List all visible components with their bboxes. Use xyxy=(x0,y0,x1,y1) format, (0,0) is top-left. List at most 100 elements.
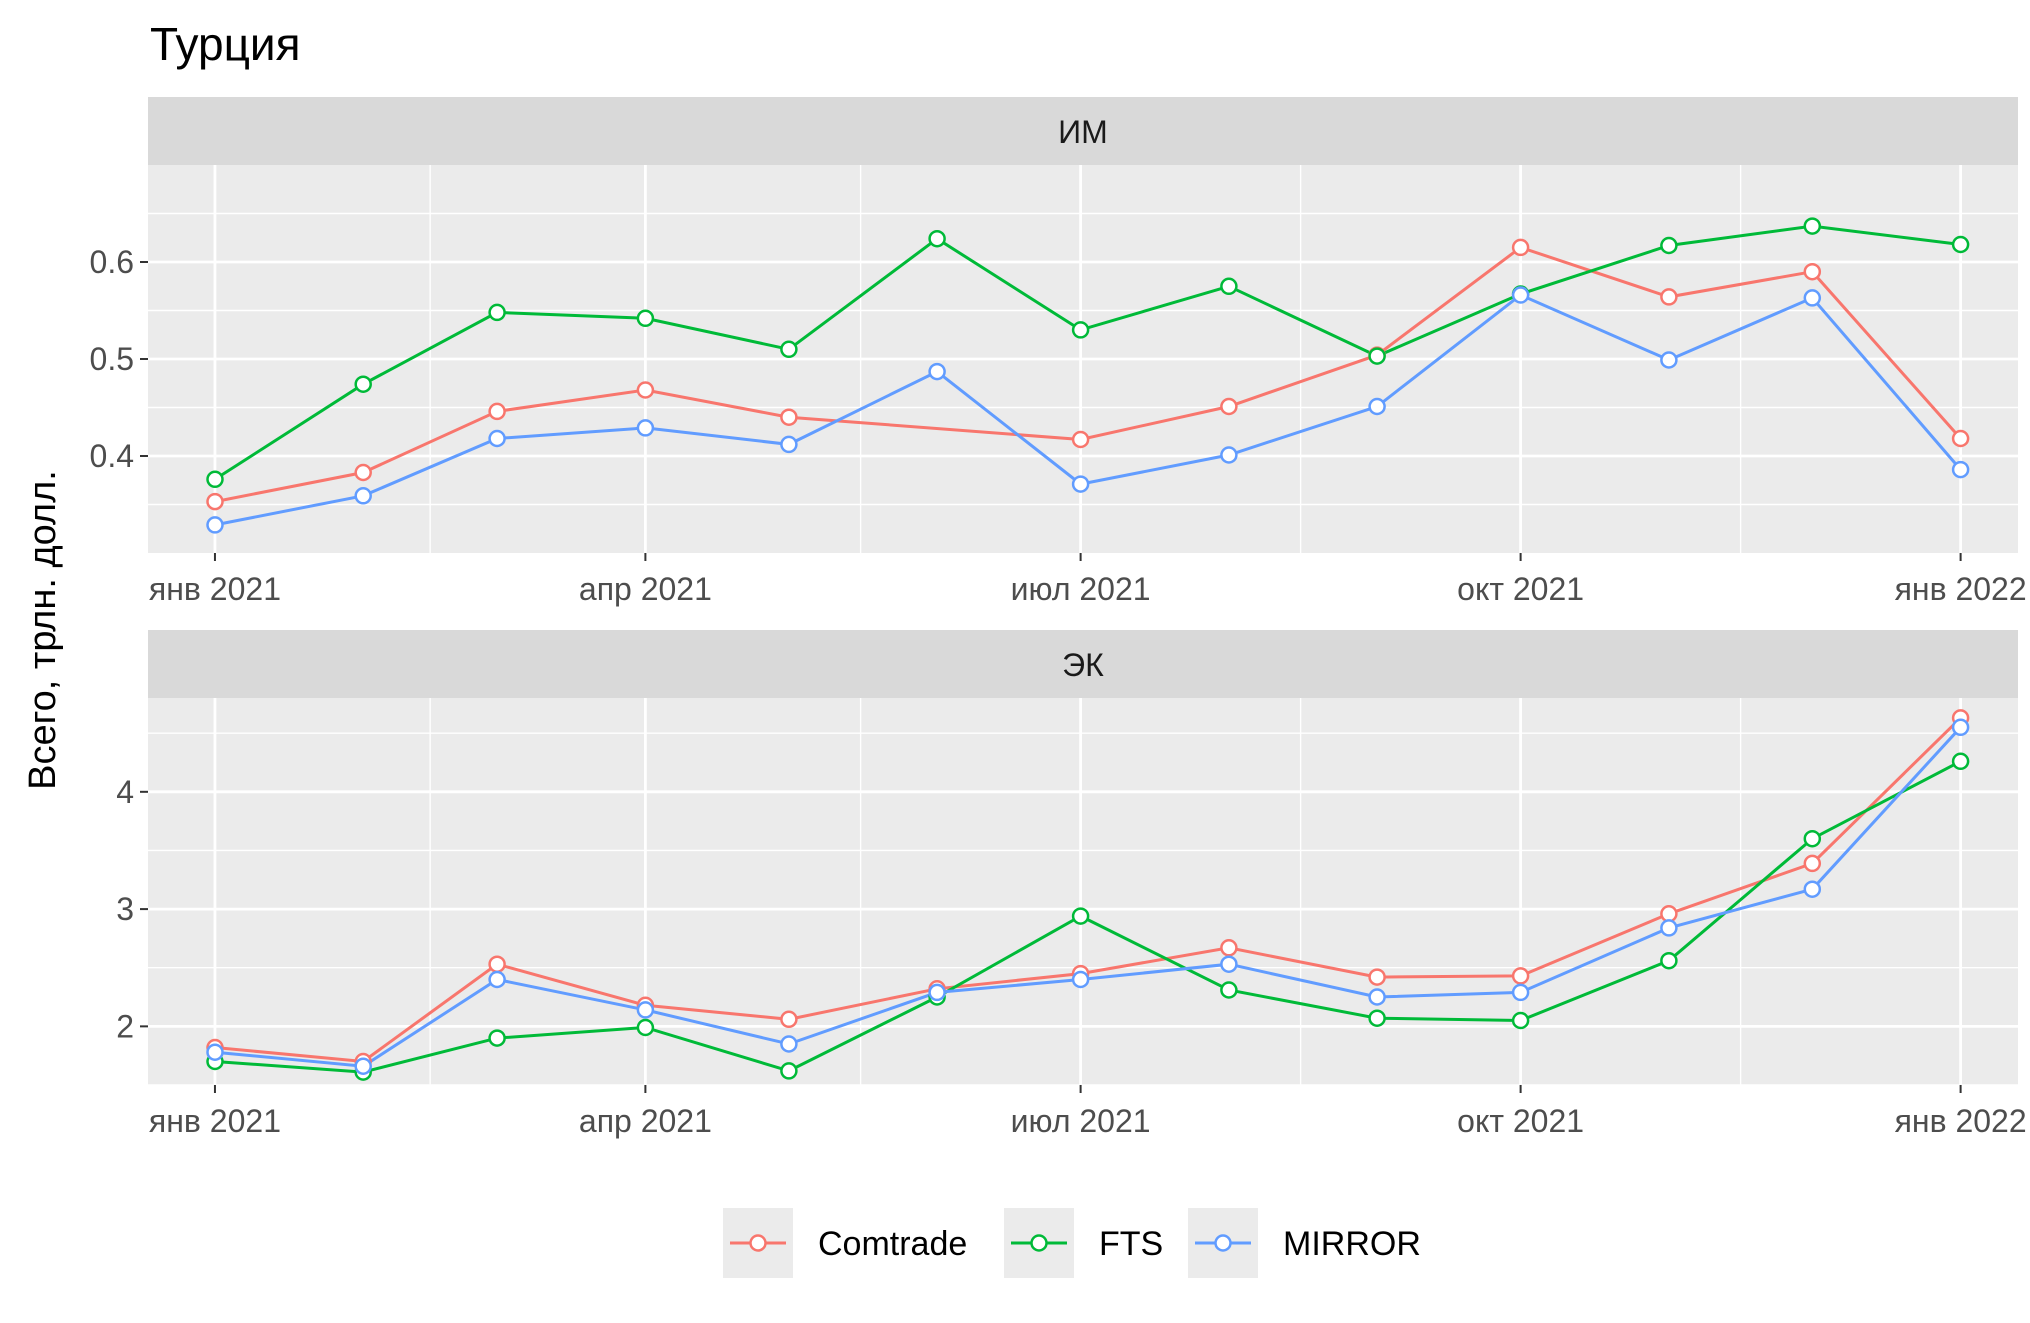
data-point-mirror xyxy=(1220,446,1238,464)
legend-key-point xyxy=(749,1234,767,1252)
data-point-mirror xyxy=(636,1001,655,1019)
data-point-mirror xyxy=(488,970,506,989)
data-point-comtrade xyxy=(1220,939,1238,957)
data-point-fts xyxy=(1368,1009,1386,1027)
x-tick-label: окт 2021 xyxy=(1457,1103,1584,1139)
data-point-comtrade xyxy=(1071,430,1090,449)
data-point-fts xyxy=(780,340,798,359)
legend-key-point xyxy=(1214,1234,1232,1252)
panels: ИМ 0.4 0.5 0.6 янв 2021 апр 2021 июл 2021 окт 2… xyxy=(90,97,2027,1139)
data-point-comtrade xyxy=(780,1010,798,1029)
data-point-fts xyxy=(1511,1011,1530,1030)
y-tick-label: 0.5 xyxy=(90,341,134,377)
x-tick-label: апр 2021 xyxy=(579,1103,712,1139)
x-tick-label: апр 2021 xyxy=(579,571,712,607)
legend-label: Comtrade xyxy=(818,1225,967,1263)
data-point-comtrade xyxy=(1660,905,1678,923)
data-point-comtrade xyxy=(354,463,372,482)
y-tick-label: 0.4 xyxy=(90,438,134,474)
x-tick-label: янв 2022 xyxy=(1895,571,2027,607)
data-point-mirror xyxy=(206,516,224,534)
data-point-fts xyxy=(1803,829,1822,848)
legend-key-point xyxy=(1030,1234,1048,1252)
data-point-comtrade xyxy=(1220,397,1238,416)
data-point-comtrade xyxy=(1803,262,1822,281)
x-tick-label: окт 2021 xyxy=(1457,571,1584,607)
data-point-mirror xyxy=(354,487,372,505)
plot-background xyxy=(148,698,2018,1085)
legend: Comtrade FTS MIRROR xyxy=(723,1208,1421,1278)
data-point-mirror xyxy=(1071,475,1090,493)
data-point-mirror xyxy=(1951,460,1970,479)
data-point-fts xyxy=(1951,752,1970,771)
chart-title: Турция xyxy=(150,18,301,70)
x-tick-label: янв 2022 xyxy=(1895,1103,2027,1139)
data-point-mirror xyxy=(1368,397,1386,416)
data-point-fts xyxy=(636,309,655,328)
data-point-mirror xyxy=(928,983,946,1002)
data-point-fts xyxy=(1660,951,1678,970)
data-point-fts xyxy=(206,470,224,489)
x-tick-label: июл 2021 xyxy=(1011,1103,1151,1139)
x-tick-label: янв 2021 xyxy=(149,571,281,607)
x-tick-label: янв 2021 xyxy=(149,1103,281,1139)
legend-item-mirror: MIRROR xyxy=(1188,1208,1421,1278)
data-point-mirror xyxy=(206,1043,224,1061)
panel-strip-label: ИМ xyxy=(1058,114,1108,150)
data-point-mirror xyxy=(1511,983,1530,1002)
data-point-fts xyxy=(1071,907,1090,925)
data-point-fts xyxy=(1220,277,1238,296)
data-point-fts xyxy=(1803,217,1822,235)
data-point-mirror xyxy=(1368,988,1386,1006)
data-point-mirror xyxy=(354,1057,372,1075)
data-point-mirror xyxy=(1220,955,1238,973)
legend-label: MIRROR xyxy=(1283,1225,1421,1263)
data-point-mirror xyxy=(928,362,946,381)
panel-1: ИМ 0.4 0.5 0.6 янв 2021 апр 2021 июл 2021 окт 2… xyxy=(90,97,2027,607)
data-point-mirror xyxy=(1071,970,1090,989)
data-point-mirror xyxy=(636,419,655,437)
data-point-mirror xyxy=(780,435,798,454)
data-point-comtrade xyxy=(488,955,506,973)
data-point-mirror xyxy=(1511,286,1530,304)
y-tick-label: 2 xyxy=(116,1008,134,1044)
data-point-fts xyxy=(780,1062,798,1080)
data-point-comtrade xyxy=(206,492,224,511)
panel-strip xyxy=(148,630,2018,698)
legend-item-comtrade: Comtrade xyxy=(723,1208,967,1278)
data-point-comtrade xyxy=(780,408,798,426)
legend-item-fts: FTS xyxy=(1004,1208,1163,1278)
x-tick-label: июл 2021 xyxy=(1011,571,1151,607)
data-point-fts xyxy=(354,375,372,393)
data-point-fts xyxy=(1951,235,1970,254)
data-point-comtrade xyxy=(1951,429,1970,448)
data-point-mirror xyxy=(1803,289,1822,307)
data-point-fts xyxy=(488,1029,506,1047)
y-axis-label: Всего, трлн. долл. xyxy=(22,470,64,790)
data-point-comtrade xyxy=(488,402,506,421)
data-point-fts xyxy=(1660,236,1678,255)
y-tick-label: 4 xyxy=(116,774,134,810)
data-point-fts xyxy=(1220,981,1238,999)
series-line-comtrade xyxy=(214,245,1962,504)
data-point-comtrade xyxy=(1803,854,1822,873)
panel-strip-label: ЭК xyxy=(1062,647,1104,683)
data-point-mirror xyxy=(780,1035,798,1053)
data-point-mirror xyxy=(488,429,506,448)
y-tick-label: 0.6 xyxy=(90,244,134,280)
data-point-comtrade xyxy=(1511,967,1530,985)
data-point-fts xyxy=(1368,347,1386,365)
panel-strip xyxy=(148,97,2018,165)
data-point-fts xyxy=(1071,321,1090,339)
data-point-comtrade xyxy=(636,381,655,399)
legend-label: FTS xyxy=(1099,1225,1163,1263)
data-point-mirror xyxy=(1660,919,1678,937)
data-point-mirror xyxy=(1951,718,1970,737)
data-point-comtrade xyxy=(1368,968,1386,986)
data-point-comtrade xyxy=(1660,288,1678,306)
data-point-fts xyxy=(928,229,946,248)
panel-2: ЭК 2 3 4 янв 2021 апр 2021 июл 2021 окт 2021 янв… xyxy=(116,630,2027,1139)
data-point-mirror xyxy=(1803,880,1822,898)
data-point-mirror xyxy=(1660,351,1678,369)
